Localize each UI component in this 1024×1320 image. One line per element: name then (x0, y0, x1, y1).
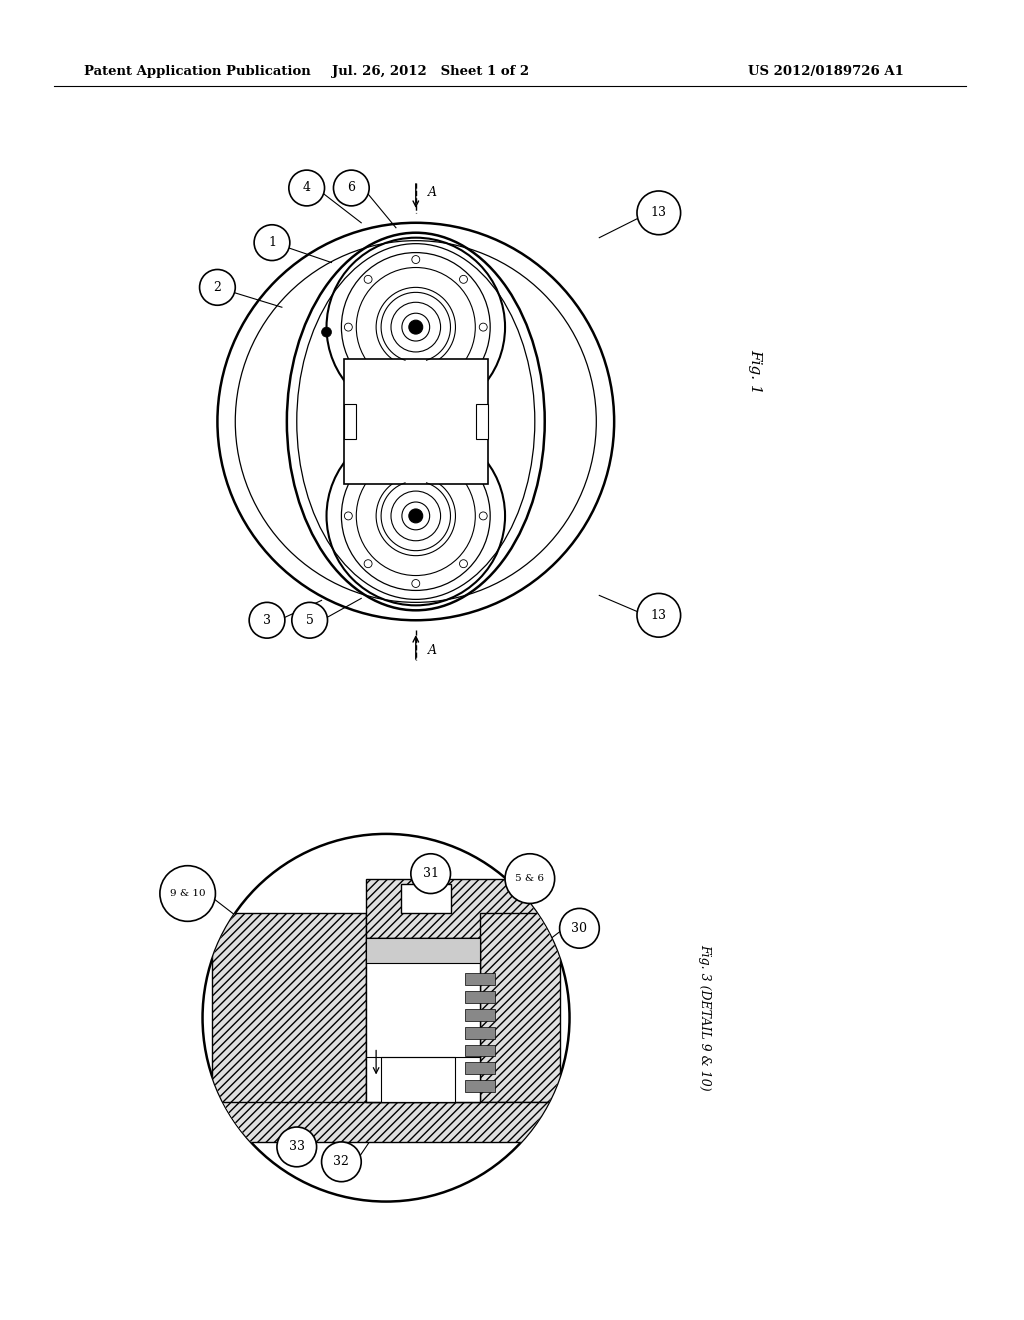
Text: 4: 4 (303, 181, 310, 194)
Circle shape (380, 417, 388, 425)
Bar (212, 1102, 559, 1142)
Circle shape (422, 447, 429, 455)
Circle shape (559, 908, 599, 948)
Circle shape (322, 327, 332, 337)
Bar (344, 359, 487, 483)
Text: 2: 2 (213, 281, 221, 294)
Circle shape (292, 602, 328, 638)
Text: Fig. 3 (DETAIL 9 & 10): Fig. 3 (DETAIL 9 & 10) (698, 944, 712, 1092)
Text: Jul. 26, 2012   Sheet 1 of 2: Jul. 26, 2012 Sheet 1 of 2 (332, 65, 529, 78)
Text: 9 & 10: 9 & 10 (170, 888, 206, 898)
Circle shape (422, 387, 429, 395)
Text: 30: 30 (571, 921, 588, 935)
Circle shape (160, 866, 215, 921)
Circle shape (402, 387, 410, 395)
Circle shape (437, 436, 445, 445)
Text: 31: 31 (423, 867, 438, 880)
Bar (465, 973, 496, 985)
Circle shape (249, 602, 285, 638)
Text: 33: 33 (289, 1140, 305, 1154)
Circle shape (386, 399, 394, 407)
Circle shape (200, 269, 236, 305)
Circle shape (409, 321, 423, 334)
Circle shape (437, 399, 445, 407)
Text: US 2012/0189726 A1: US 2012/0189726 A1 (749, 65, 904, 78)
Circle shape (637, 191, 681, 235)
Bar (401, 883, 451, 913)
Circle shape (637, 594, 681, 638)
Circle shape (411, 854, 451, 894)
Bar (476, 404, 487, 440)
Bar (381, 1057, 456, 1102)
Text: 5 & 6: 5 & 6 (515, 874, 545, 883)
Bar (367, 939, 480, 964)
Circle shape (443, 417, 452, 425)
Bar (367, 939, 480, 1102)
Text: 3: 3 (263, 614, 271, 627)
Text: 1: 1 (268, 236, 276, 249)
Circle shape (276, 1127, 316, 1167)
Bar (480, 913, 559, 1102)
Bar (367, 879, 550, 939)
Bar (465, 1027, 496, 1039)
Circle shape (322, 1142, 361, 1181)
Circle shape (505, 854, 555, 903)
Circle shape (334, 170, 370, 206)
Text: A: A (428, 644, 436, 656)
Bar (212, 913, 367, 1133)
Text: 13: 13 (651, 206, 667, 219)
Text: 32: 32 (334, 1155, 349, 1168)
Bar (465, 1080, 496, 1092)
Text: A: A (428, 186, 436, 199)
Circle shape (409, 414, 423, 429)
Text: Fig. 1: Fig. 1 (749, 350, 762, 395)
Circle shape (289, 170, 325, 206)
Text: Patent Application Publication: Patent Application Publication (84, 65, 310, 78)
Circle shape (386, 436, 394, 445)
Bar (344, 404, 355, 440)
Text: 13: 13 (651, 609, 667, 622)
Bar (465, 1044, 496, 1056)
Circle shape (409, 510, 423, 523)
Circle shape (254, 224, 290, 260)
Text: 6: 6 (347, 181, 355, 194)
Bar (465, 991, 496, 1003)
Bar (465, 1063, 496, 1074)
Text: 5: 5 (306, 614, 313, 627)
Circle shape (402, 447, 410, 455)
Bar (465, 1008, 496, 1020)
